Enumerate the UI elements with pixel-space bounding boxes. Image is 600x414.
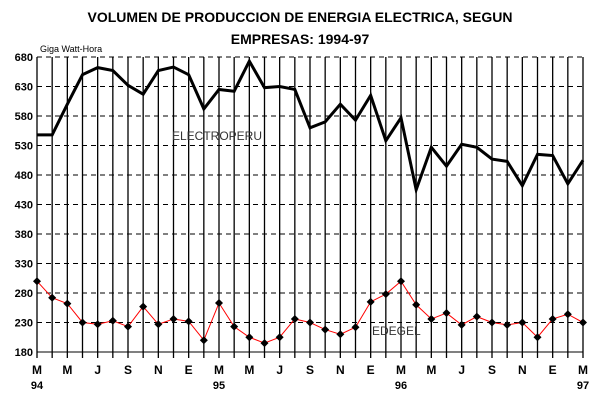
data-point-edegel (154, 320, 163, 329)
x-tick-label: S (124, 363, 132, 377)
data-point-edegel (93, 320, 102, 329)
data-point-edegel (457, 320, 466, 329)
data-point-edegel (412, 300, 421, 309)
year-label: 95 (213, 380, 225, 392)
data-point-edegel (321, 325, 330, 334)
data-point-edegel (442, 309, 451, 318)
data-point-edegel (579, 318, 587, 327)
y-tick-label: 630 (15, 82, 33, 94)
chart-title-line1: VOLUMEN DE PRODUCCION DE ENERGIA ELECTRI… (88, 9, 513, 25)
series-label-electroperu: ELECTROPERU (172, 129, 262, 143)
year-label: 96 (395, 380, 407, 392)
x-tick-label: N (154, 363, 163, 377)
data-point-edegel (518, 318, 527, 327)
y-tick-label: 480 (15, 170, 33, 182)
data-point-edegel (336, 330, 345, 339)
year-label: 94 (31, 380, 44, 392)
data-point-edegel (306, 318, 314, 327)
data-point-edegel (108, 316, 117, 325)
x-tick-label: M (578, 363, 588, 377)
x-tick-label: M (214, 363, 224, 377)
data-point-edegel (230, 322, 239, 331)
data-point-edegel (169, 314, 178, 323)
data-point-edegel (260, 339, 269, 348)
y-tick-label: 230 (15, 318, 33, 330)
data-point-edegel (33, 277, 41, 286)
y-tick-label: 380 (15, 229, 33, 241)
y-tick-label: 680 (15, 52, 33, 64)
x-tick-label: M (426, 363, 436, 377)
x-tick-label: M (244, 363, 254, 377)
data-point-edegel (48, 293, 57, 302)
data-point-edegel (563, 310, 572, 319)
x-tick-label: M (62, 363, 72, 377)
x-tick-label: E (185, 363, 193, 377)
x-tick-label: E (549, 363, 557, 377)
data-point-edegel (245, 333, 254, 342)
data-point-edegel (78, 318, 87, 327)
y-tick-label: 280 (15, 288, 33, 300)
data-point-edegel (503, 320, 512, 329)
data-point-edegel (290, 314, 299, 323)
data-point-edegel (275, 333, 284, 342)
chart-title-line2: EMPRESAS: 1994-97 (231, 31, 370, 47)
x-tick-label: M (32, 363, 42, 377)
x-tick-label: S (306, 363, 314, 377)
series-line-electroperu (37, 57, 585, 196)
x-tick-label: J (458, 363, 465, 377)
x-tick-label: N (518, 363, 527, 377)
data-point-edegel (397, 277, 405, 286)
data-point-edegel (184, 317, 193, 326)
x-tick-label: E (367, 363, 375, 377)
data-point-edegel (215, 299, 223, 308)
data-point-edegel (351, 323, 360, 332)
data-point-edegel (63, 299, 72, 308)
x-tick-label: J (94, 363, 101, 377)
data-point-edegel (533, 333, 542, 342)
y-tick-label: 430 (15, 200, 33, 212)
x-tick-label: M (396, 363, 406, 377)
data-point-edegel (124, 322, 132, 331)
series-label-edegel: EDEGEL (372, 324, 421, 338)
data-point-edegel (381, 290, 390, 299)
data-point-edegel (199, 336, 208, 345)
data-point-edegel (472, 312, 481, 321)
y-tick-label: 330 (15, 259, 33, 271)
x-tick-label: N (336, 363, 345, 377)
y-axis-label: Giga Watt-Hora (40, 44, 102, 54)
data-point-edegel (139, 302, 148, 311)
data-point-edegel (548, 314, 557, 323)
data-point-edegel (427, 314, 436, 323)
data-point-edegel (488, 318, 496, 327)
data-point-edegel (366, 297, 375, 306)
y-tick-label: 180 (15, 347, 33, 359)
year-label: 97 (577, 380, 589, 392)
y-tick-label: 580 (15, 111, 33, 123)
x-tick-label: S (488, 363, 496, 377)
x-tick-label: J (276, 363, 283, 377)
y-tick-label: 530 (15, 141, 33, 153)
